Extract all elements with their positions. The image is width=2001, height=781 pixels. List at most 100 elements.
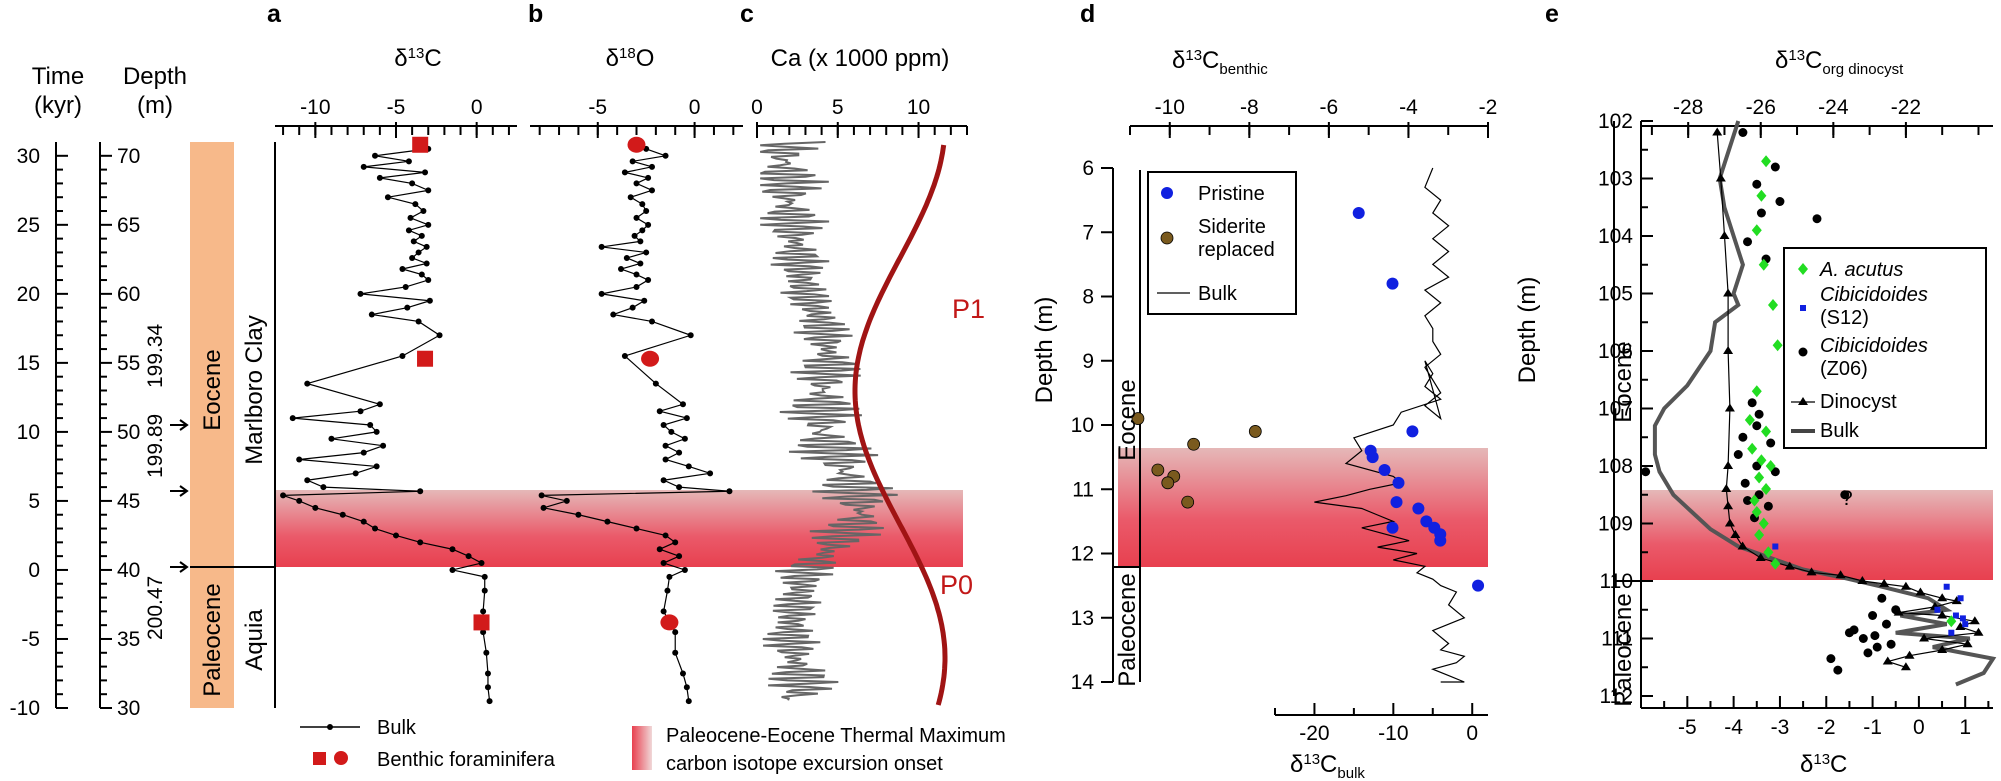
- panelB-bulk-point: [662, 456, 669, 463]
- panelE-dinocyst-point: [1879, 578, 1890, 587]
- panelB-bulk-point: [629, 158, 636, 165]
- panelE-bottom-tick-label: -2: [1817, 716, 1836, 739]
- panelB-tick-label: -5: [588, 96, 607, 119]
- legend-petm-swatch: [632, 726, 652, 770]
- panelE-bulk-line: [1652, 120, 1997, 687]
- legend-siderite-label-1: Siderite: [1198, 216, 1266, 238]
- panelB-bulk-point: [662, 152, 669, 159]
- panelE-cib-z06-point: [1754, 409, 1764, 419]
- panelA-bulk-point: [372, 152, 379, 159]
- legend-cib-s12-label: Cibicidoides: [1820, 284, 1928, 306]
- panel-e-bottom-title: δ13C: [1800, 751, 1847, 779]
- panelE-dinocyst-point: [1723, 501, 1734, 510]
- panelA-bulk-point: [373, 428, 380, 435]
- panelB-bulk-point: [645, 221, 652, 228]
- panelE-bottom-tick-label: -3: [1771, 716, 1790, 739]
- panelA-bulk-point: [412, 201, 419, 208]
- panel-d-paleocene-label: Paleocene: [1114, 573, 1141, 686]
- panelD-y-tick-label: 10: [1071, 414, 1094, 437]
- panelE-cib-z06-point: [1747, 398, 1757, 408]
- panelA-bulk-point: [418, 232, 425, 239]
- panelE-y-tick-label: 112: [1600, 685, 1633, 708]
- panelE-bottom-tick-label: 1: [1959, 716, 1971, 739]
- panelA-bulk-point: [402, 283, 409, 290]
- panelA-bulk-point: [404, 304, 411, 311]
- panelB-bulk-point: [639, 227, 646, 234]
- panelD-y-tick-label: 6: [1082, 157, 1094, 180]
- panelB-benthic-circle: [641, 350, 660, 367]
- panelA-bulk-point: [425, 221, 432, 228]
- panelA-benthic-square: [417, 350, 434, 367]
- panelB-bulk-point: [687, 332, 694, 339]
- panel-label-c: c: [740, 0, 754, 28]
- panelE-cib-s12-point: [1934, 606, 1941, 613]
- panelA-bulk-point: [465, 553, 472, 560]
- panelE-cib-z06-point: [1833, 665, 1843, 675]
- panel-e-paleocene-label: Paleocene: [1610, 593, 1637, 706]
- panelA-bulk-point: [422, 169, 429, 176]
- panelB-bulk-point: [652, 380, 659, 387]
- legend-d-bulk-label: Bulk: [1198, 283, 1238, 305]
- panelD-pristine-point: [1412, 502, 1425, 515]
- panelE-acutus-point: [1751, 506, 1762, 518]
- panelB-bulk-point: [676, 553, 683, 560]
- panelE-cib-z06-point: [1870, 631, 1880, 641]
- time-axis-unit: (kyr): [34, 92, 82, 119]
- panelE-cib-z06-point: [1877, 593, 1887, 603]
- petm-band-e: [1641, 490, 1993, 580]
- panelE-cib-z06-point: [1756, 208, 1766, 218]
- age-markers: 199.34 199.89 200.47: [144, 323, 189, 640]
- panelA-bulk-point: [481, 587, 488, 594]
- legend-siderite-marker: [1160, 231, 1174, 245]
- legend-bulk-label: Bulk: [377, 717, 417, 739]
- panelE-cib-z06-point: [1844, 628, 1854, 638]
- panel-e-legend: A. acutus Cibicidoides (S12) Cibicidoide…: [1783, 247, 1987, 449]
- time-tick-label: 5: [28, 490, 40, 513]
- panelD-tick-label: -2: [1479, 96, 1498, 119]
- time-tick-label: 25: [17, 214, 40, 237]
- legend-benthic-label: Benthic foraminifera: [377, 749, 556, 771]
- panelD-siderite-point: [1181, 495, 1195, 509]
- panelE-cib-z06-point: [1770, 467, 1780, 477]
- panelA-bulk-point: [360, 163, 367, 170]
- panelB-bulk-point: [668, 428, 675, 435]
- panelB-bulk-point: [666, 573, 673, 580]
- panelB-bulk-point: [656, 408, 663, 415]
- panelB-bulk-point: [610, 311, 617, 318]
- panelA-benthic-square: [473, 614, 490, 631]
- depth-tick-label: 55: [117, 352, 140, 375]
- panelE-dinocyst-point: [1969, 616, 1980, 625]
- panelB-bulk-point: [660, 477, 667, 484]
- panel-d-legend: Pristine Siderite replaced Bulk: [1147, 171, 1297, 315]
- panelE-dinocyst-point: [1900, 662, 1911, 671]
- panelD-pristine-point: [1434, 534, 1447, 547]
- age-marker-199-89: 199.89: [144, 414, 167, 478]
- panelA-bulk-point: [393, 532, 399, 539]
- panelB-bulk-point: [618, 266, 625, 273]
- panelB-bulk-point: [639, 201, 646, 208]
- panelA-bulk-point: [376, 174, 383, 181]
- panelE-tick-label: -24: [1818, 96, 1849, 119]
- panelE-dinocyst-point: [1951, 596, 1962, 605]
- panelE-cib-z06-point: [1738, 432, 1748, 442]
- panelA-tick-label: -10: [300, 96, 330, 119]
- panelD-pristine-point: [1386, 521, 1399, 534]
- panelE-y-tick-label: 108: [1598, 455, 1633, 478]
- panelE-dinocyst-point: [1755, 553, 1766, 561]
- arrow-icon: [170, 419, 189, 431]
- depth-tick-label: 70: [117, 145, 140, 168]
- panelE-bottom-tick-label: 0: [1913, 716, 1925, 739]
- panelC-ca-line: [760, 141, 898, 701]
- panelA-tick-label: 0: [471, 96, 483, 119]
- panelD-pristine-point: [1352, 206, 1365, 219]
- panelA-bulk-point: [483, 649, 490, 656]
- panelA-bulk-point: [304, 477, 311, 484]
- panelA-bulk-point: [380, 442, 387, 449]
- panelE-bottom-tick-label: -5: [1678, 716, 1697, 739]
- panelB-bulk-point: [679, 401, 686, 408]
- panelA-bulk-point: [423, 243, 430, 250]
- panelA-tick-label: -5: [387, 96, 406, 119]
- panel-label-b: b: [528, 0, 543, 28]
- panelB-bulk-point: [623, 254, 630, 261]
- panelE-cib-z06-point: [1752, 461, 1762, 471]
